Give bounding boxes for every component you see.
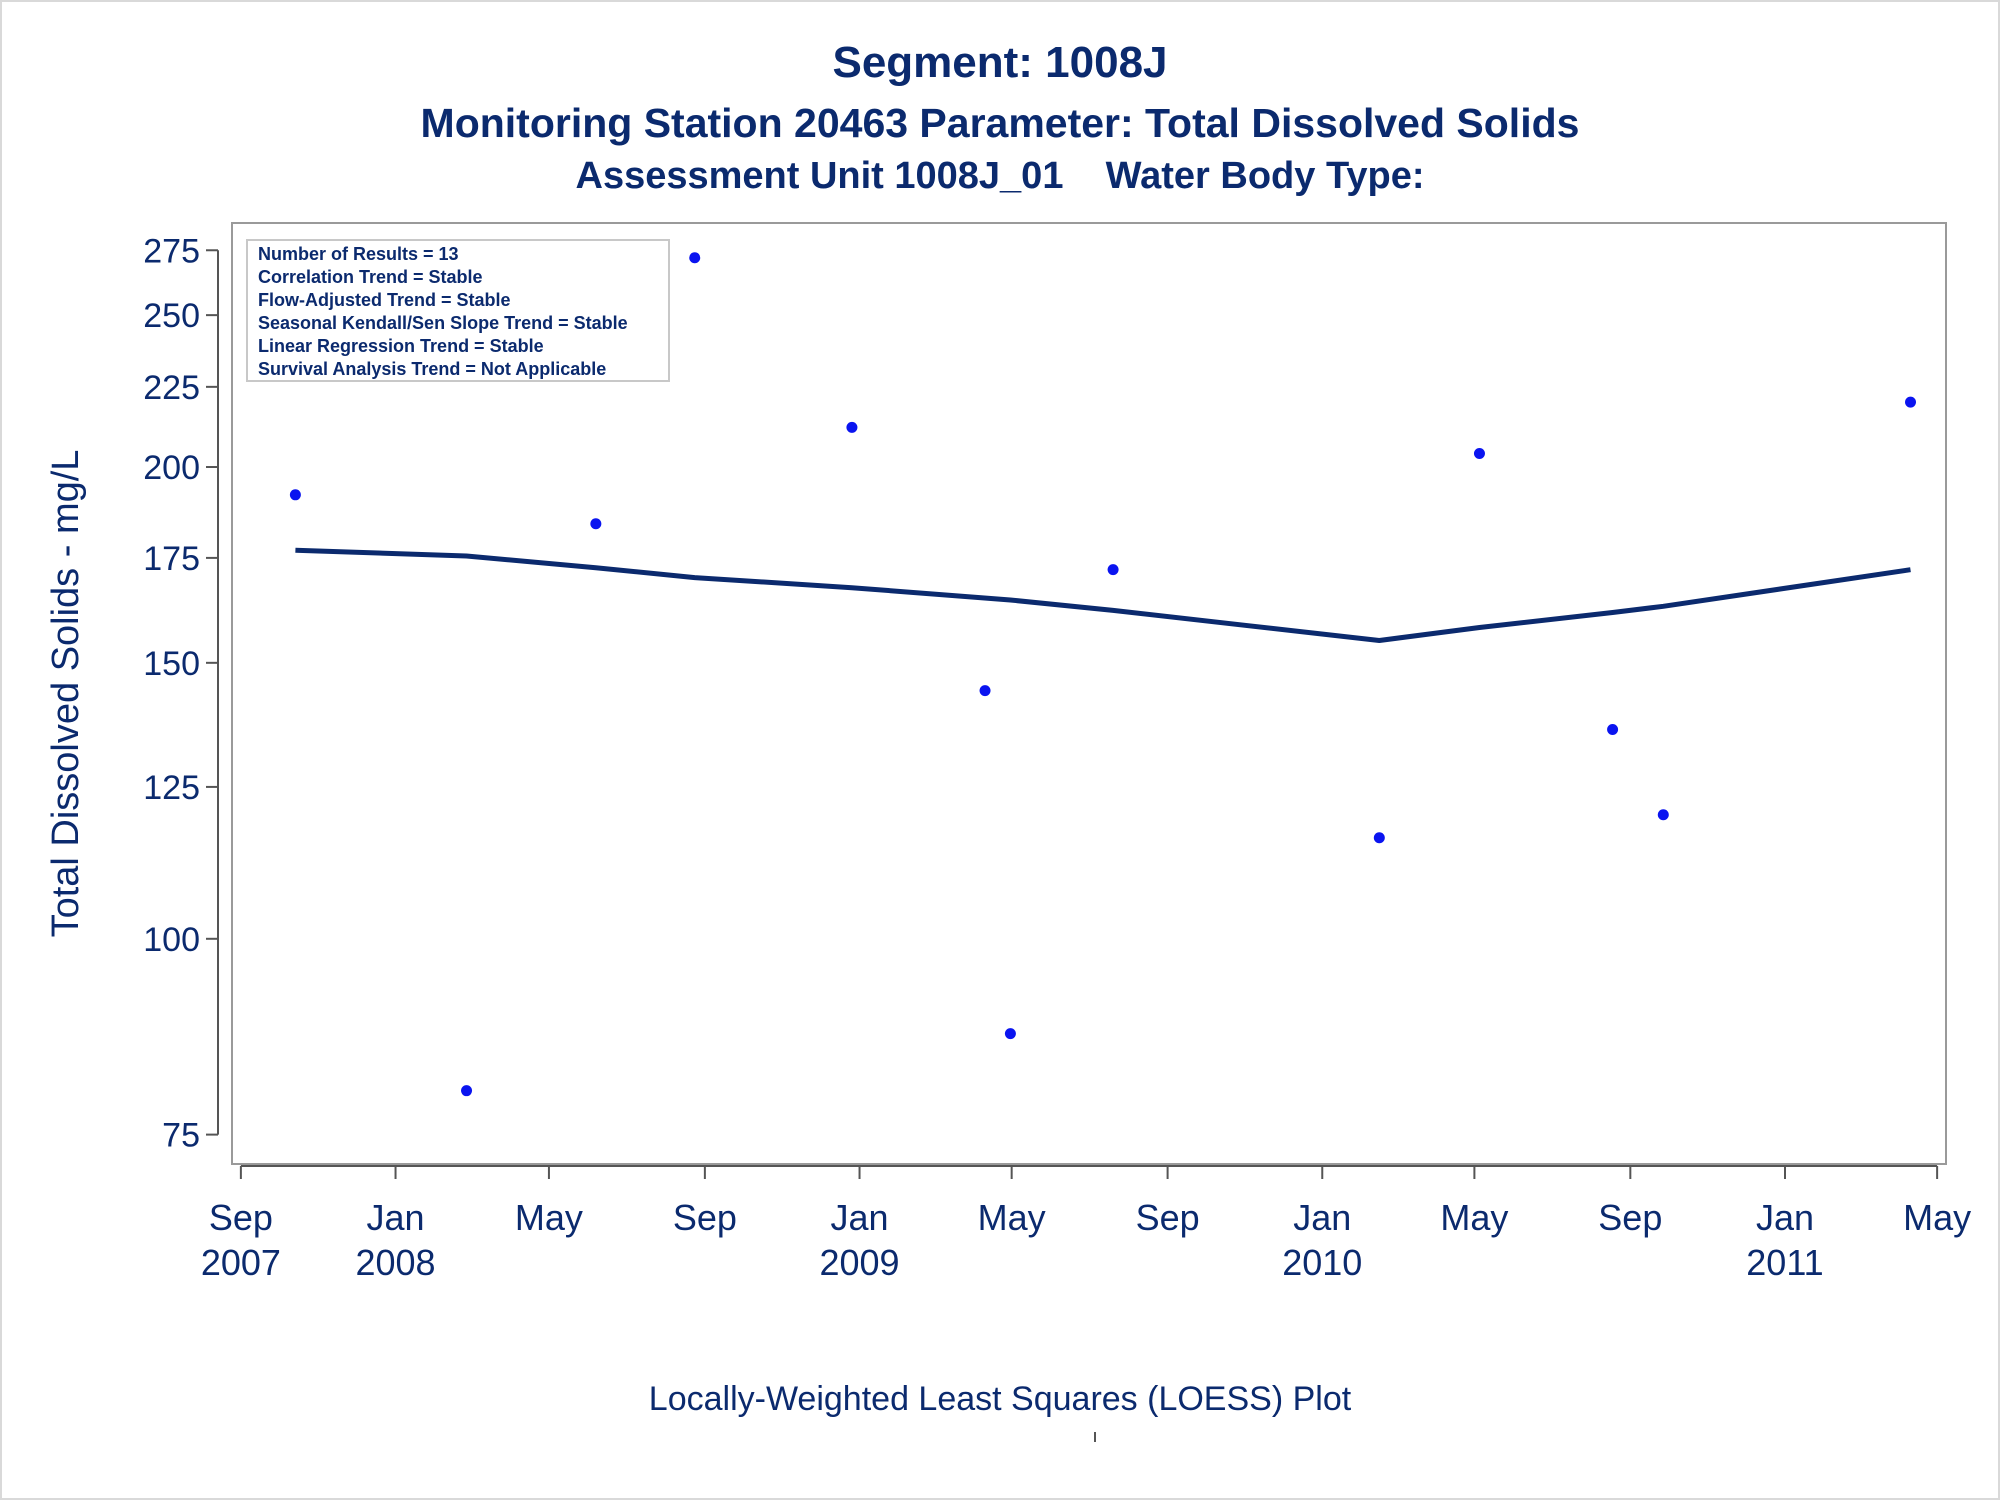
data-point: [1004, 1028, 1016, 1040]
x-tick-year-label: 2010: [1282, 1242, 1362, 1283]
x-tick-year-label: 2007: [201, 1242, 281, 1283]
x-tick-label: May: [1903, 1197, 1971, 1238]
x-tick-label: Jan: [1756, 1197, 1814, 1238]
x-tick-label: Sep: [1136, 1197, 1200, 1238]
data-point: [1657, 809, 1669, 821]
y-tick-label: 175: [143, 540, 200, 578]
stats-box-line: Seasonal Kendall/Sen Slope Trend = Stabl…: [258, 313, 628, 333]
stats-box-line: Linear Regression Trend = Stable: [258, 336, 544, 356]
footnote: Locally-Weighted Least Squares (LOESS) P…: [648, 1380, 1352, 1418]
y-tick-label: 75: [162, 1117, 200, 1155]
y-tick-label: 250: [143, 297, 200, 335]
data-point: [289, 489, 301, 501]
x-tick-label: May: [1440, 1197, 1508, 1238]
x-tick-label: May: [515, 1197, 583, 1238]
y-tick-label: 150: [143, 645, 200, 683]
data-point: [979, 685, 991, 697]
stats-box-line: Correlation Trend = Stable: [258, 267, 483, 287]
stats-box-line: Number of Results = 13: [258, 244, 459, 264]
stats-box-line: Survival Analysis Trend = Not Applicable: [258, 359, 606, 379]
stats-box: [246, 239, 670, 382]
x-tick-label: May: [978, 1197, 1046, 1238]
x-tick-label: Jan: [1293, 1197, 1351, 1238]
x-tick-label: Jan: [367, 1197, 425, 1238]
data-point: [1473, 448, 1485, 460]
data-point: [590, 518, 602, 530]
x-tick-year-label: 2009: [819, 1242, 899, 1283]
data-point: [1107, 564, 1119, 576]
loess-trend-line: [295, 547, 1911, 643]
data-point: [1373, 832, 1385, 844]
y-tick-label: 200: [143, 449, 200, 487]
stats-box-line: Flow-Adjusted Trend = Stable: [258, 290, 511, 310]
x-tick-year-label: 2011: [1746, 1242, 1823, 1283]
x-tick-year-label: 2008: [355, 1242, 435, 1283]
y-tick-label: 100: [143, 921, 200, 959]
data-point: [1607, 724, 1619, 736]
y-tick-label: 125: [143, 769, 200, 807]
x-tick-label: Sep: [209, 1197, 273, 1238]
y-axis-title: Total Dissolved Solids - mg/L: [45, 450, 87, 938]
data-point: [689, 252, 701, 264]
y-tick-label: 275: [143, 232, 200, 270]
x-tick-label: Sep: [673, 1197, 737, 1238]
data-point: [461, 1085, 473, 1097]
chart-subtitle-station: Monitoring Station 20463 Parameter: Tota…: [420, 100, 1580, 146]
data-point: [1905, 396, 1917, 408]
footnote-tick-mark: [1094, 1432, 1096, 1442]
y-tick-label: 225: [143, 369, 200, 407]
plot-area: [231, 222, 1947, 1165]
x-tick-label: Jan: [831, 1197, 889, 1238]
chart-subtitle-assessment: Assessment Unit 1008J_01 Water Body Type…: [575, 155, 1425, 197]
chart-title: Segment: 1008J: [832, 38, 1168, 87]
data-point: [846, 421, 858, 433]
x-tick-label: Sep: [1598, 1197, 1662, 1238]
